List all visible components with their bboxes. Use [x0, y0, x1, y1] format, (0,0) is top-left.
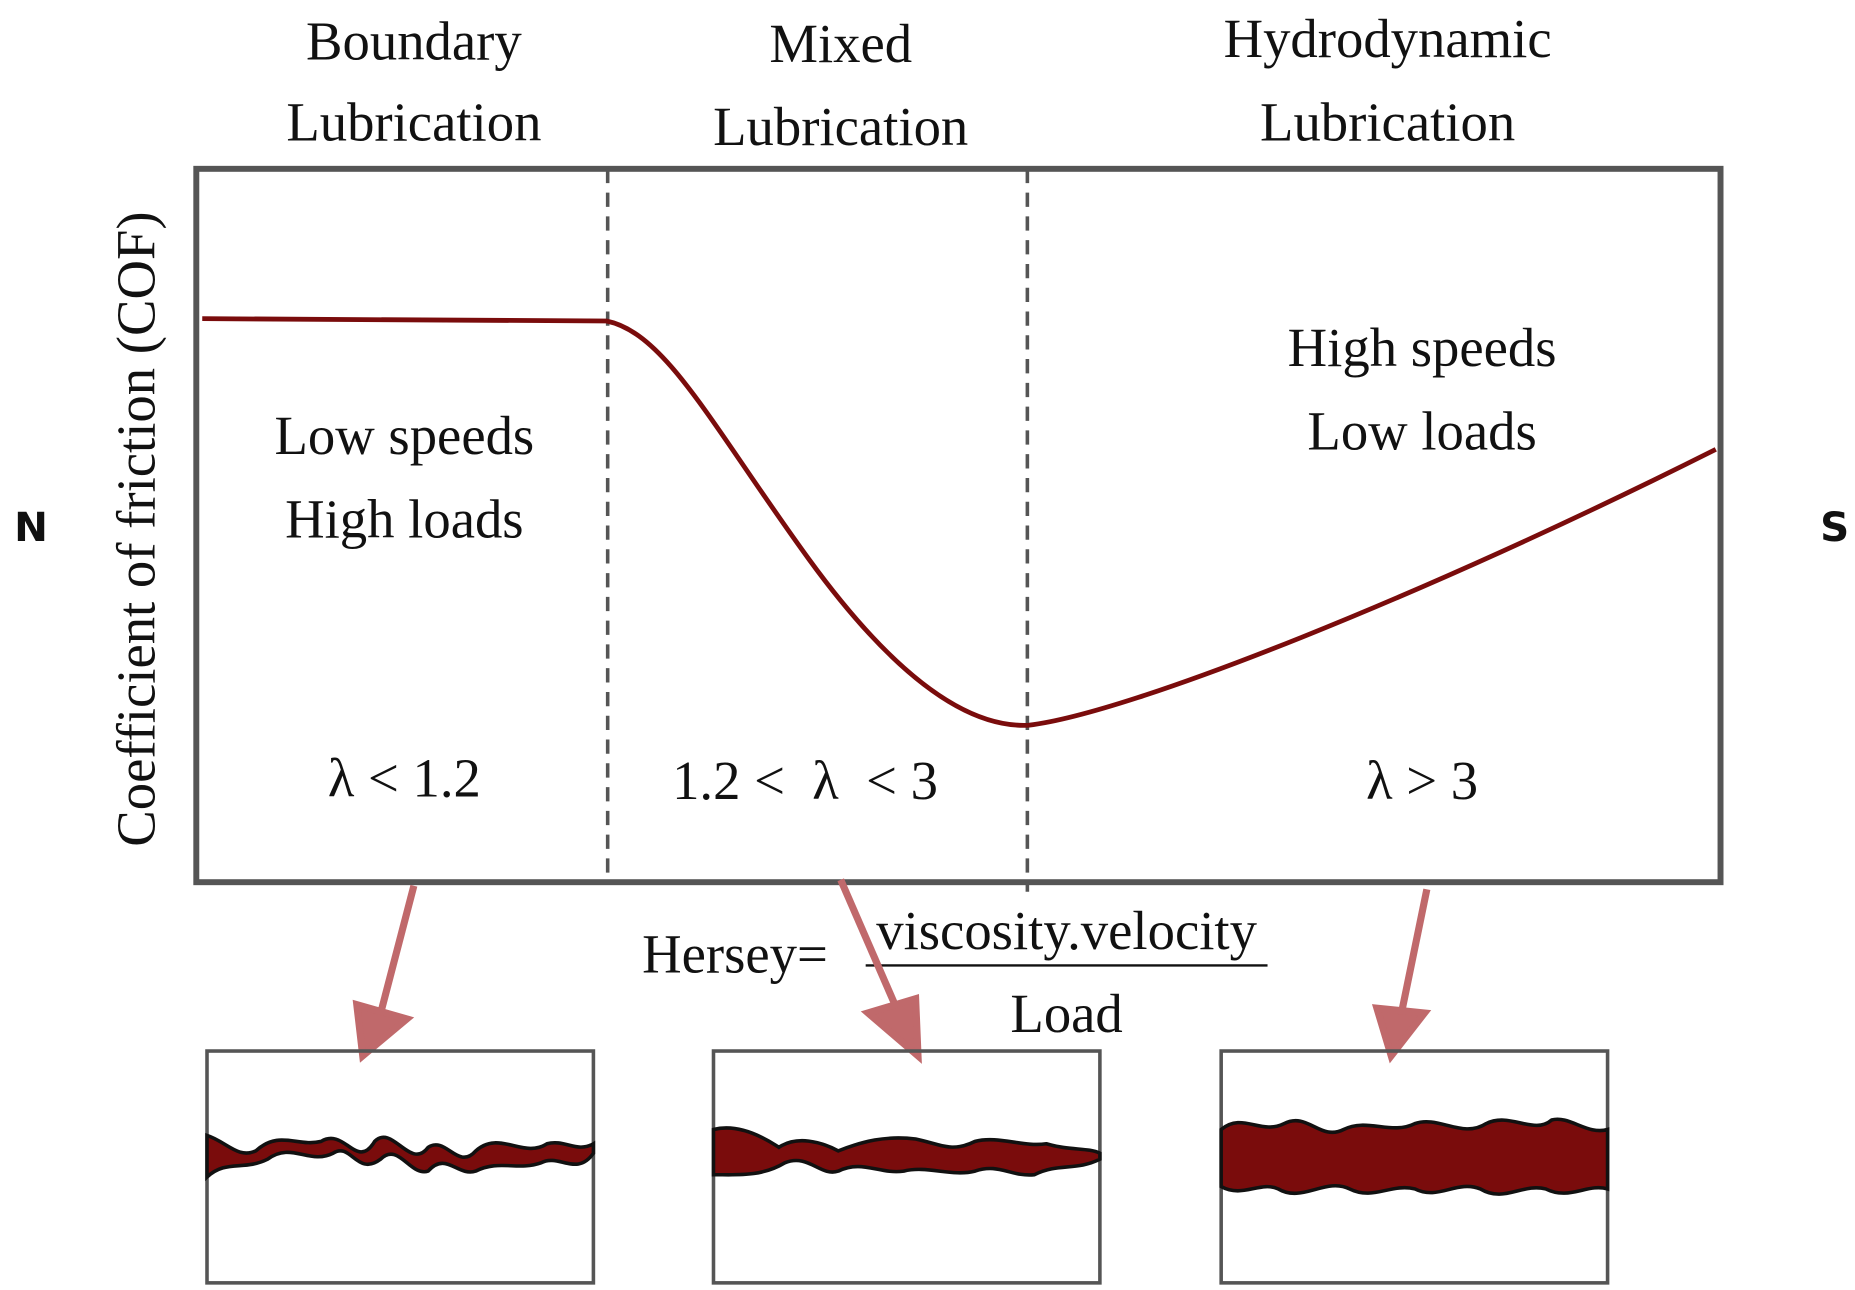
regime-title: Lubrication [713, 96, 968, 157]
arrowhead [352, 999, 415, 1063]
surface-film [205, 1133, 596, 1182]
regime-title: Hydrodynamic [1224, 8, 1552, 69]
surface-box [205, 1049, 596, 1285]
arrow [374, 884, 418, 1024]
condition: High loads [285, 488, 523, 549]
regime-title: Lubrication [286, 91, 541, 152]
right-marker: S [1820, 503, 1849, 551]
formula-label: Hersey= [642, 924, 828, 985]
regime-title: Lubrication [1260, 91, 1515, 152]
film-ratio: λ < 1.2 [328, 748, 481, 809]
arrow [1396, 888, 1431, 1024]
surface-film [1219, 1117, 1610, 1196]
y-axis-label: Coefficient of friction (COF) [106, 211, 167, 846]
condition: Low speeds [275, 405, 535, 466]
left-marker: N [14, 503, 48, 551]
plot-frame [193, 165, 1724, 886]
arrowhead [860, 993, 922, 1064]
stribeck-curve [202, 316, 1717, 728]
film-ratio: λ > 3 [1366, 750, 1478, 811]
regime-title: Boundary [306, 10, 522, 71]
arrow [837, 878, 907, 1027]
arrowhead [1371, 1004, 1432, 1064]
regime-title: Mixed [769, 13, 912, 74]
arrows [352, 878, 1432, 1064]
formula-denominator: Load [1010, 983, 1122, 1044]
formula-numerator: viscosity.velocity [876, 900, 1257, 961]
surface-film [711, 1126, 1102, 1177]
film-ratio: 1.2 < λ < 3 [672, 750, 938, 811]
condition: High speeds [1288, 317, 1557, 378]
condition: Low loads [1307, 400, 1536, 461]
